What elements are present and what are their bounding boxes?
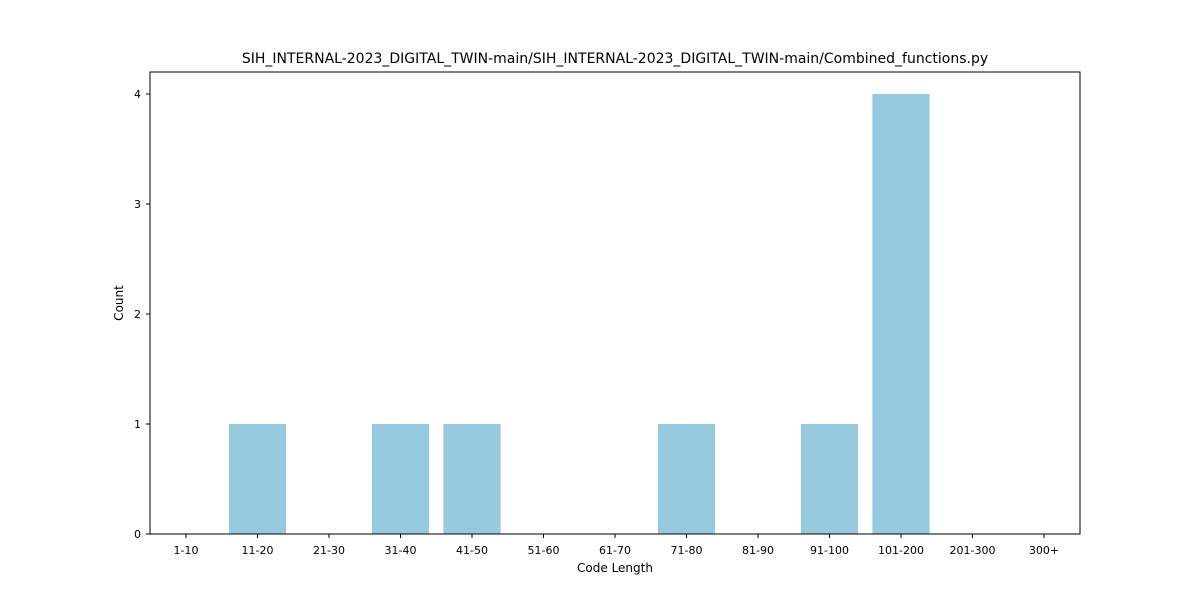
x-tick-label: 31-40	[385, 544, 417, 557]
y-tick-label: 2	[134, 308, 141, 321]
bar-101-200	[872, 94, 930, 534]
bar-91-100	[800, 424, 859, 534]
x-tick-label: 81-90	[742, 544, 774, 557]
x-tick-label: 41-50	[456, 544, 488, 557]
chart-title: SIH_INTERNAL-2023_DIGITAL_TWIN-main/SIH_…	[242, 51, 988, 67]
x-tick-label: 21-30	[313, 544, 345, 557]
x-tick-label: 71-80	[671, 544, 703, 557]
x-tick-label: 61-70	[599, 544, 631, 557]
bar-41-50	[443, 424, 501, 534]
ticks-layer: 1-10 11-20 21-30 31-40 41-50 51-60 61-70 71-80 8…	[134, 88, 1059, 557]
bar-11-20	[228, 424, 287, 534]
y-tick-label: 0	[134, 528, 141, 541]
x-tick-label: 91-100	[810, 544, 849, 557]
y-axis-label: Count	[112, 285, 126, 321]
y-tick-label: 1	[134, 418, 141, 431]
bar-31-40	[371, 424, 430, 534]
x-tick-label: 300+	[1029, 544, 1059, 557]
y-tick-label: 4	[134, 88, 141, 101]
y-tick-label: 3	[134, 198, 141, 211]
x-tick-label: 101-200	[878, 544, 924, 557]
x-tick-label: 51-60	[528, 544, 560, 557]
x-axis-label: Code Length	[577, 561, 653, 575]
bar-71-80	[657, 424, 716, 534]
x-tick-label: 11-20	[242, 544, 274, 557]
plot-frame	[149, 71, 1081, 535]
x-tick-label: 1-10	[174, 544, 199, 557]
x-tick-label: 201-300	[950, 544, 996, 557]
bars-layer	[228, 94, 930, 534]
